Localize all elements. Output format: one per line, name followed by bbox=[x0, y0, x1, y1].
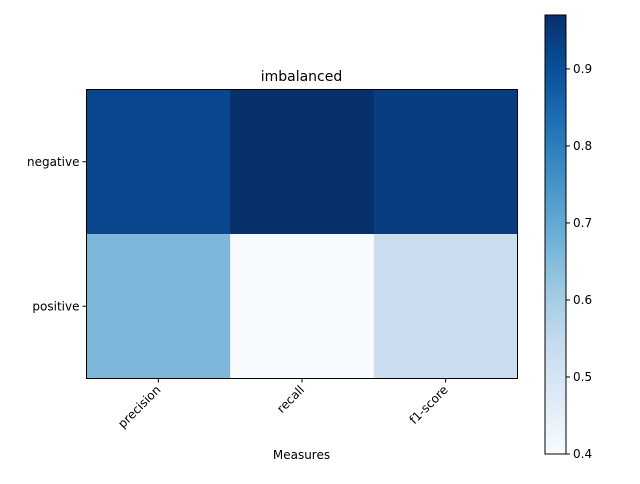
colorbar-tick-label: 0.6 bbox=[573, 293, 592, 307]
heatmap-cell bbox=[230, 234, 375, 379]
heatmap-cell bbox=[373, 234, 518, 379]
heatmap-cell bbox=[86, 234, 231, 379]
x-axis-label: Measures bbox=[273, 448, 330, 462]
y-tick-label: negative bbox=[27, 155, 79, 169]
x-tick-label: f1-score bbox=[407, 383, 451, 427]
heatmap-cell bbox=[86, 89, 231, 235]
colorbar-tick-label: 0.5 bbox=[573, 370, 592, 384]
x-tick-label: precision bbox=[115, 383, 163, 431]
y-axis: negative positive bbox=[27, 155, 87, 313]
chart-title: imbalanced bbox=[261, 69, 343, 85]
y-tick-label: positive bbox=[32, 299, 79, 313]
colorbar-tick-label: 0.9 bbox=[573, 62, 592, 76]
heatmap-cells bbox=[86, 89, 518, 379]
colorbar-tick-label: 0.4 bbox=[573, 447, 592, 461]
heatmap-cell bbox=[373, 89, 518, 235]
x-tick-label: recall bbox=[274, 383, 307, 416]
colorbar-ticks: 0.4 0.5 0.6 0.7 0.8 0.9 bbox=[566, 62, 592, 461]
colorbar bbox=[544, 14, 567, 455]
colorbar-tick-label: 0.8 bbox=[573, 139, 592, 153]
colorbar-tick-label: 0.7 bbox=[573, 216, 592, 230]
x-axis: precision recall f1-score bbox=[115, 378, 451, 431]
heatmap-cell bbox=[230, 89, 375, 235]
